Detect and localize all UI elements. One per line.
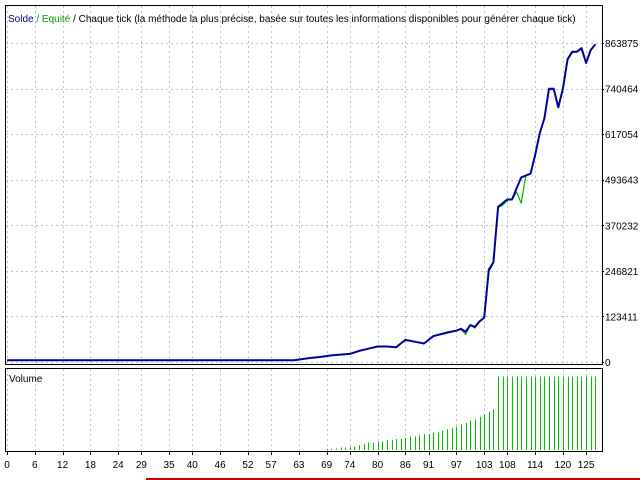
balance-series-line bbox=[7, 43, 597, 362]
legend-mode: Chaque tick (la méthode la plus précise,… bbox=[79, 14, 576, 25]
x-tick-label: 80 bbox=[372, 460, 384, 471]
x-tick-label: 24 bbox=[113, 460, 125, 471]
x-tick-label: 57 bbox=[266, 460, 278, 471]
legend-separator: / bbox=[34, 14, 42, 25]
x-tick-label: 103 bbox=[476, 460, 493, 471]
x-tick-label: 18 bbox=[85, 460, 97, 471]
x-axis-tick-labels: 0 6 12 18 24 29 35 40 46 52 57 63 69 74 80 86 91 97 103 108… bbox=[4, 452, 595, 471]
y-tick-label: 863875 bbox=[605, 39, 639, 50]
x-tick-label: 40 bbox=[187, 460, 199, 471]
series-lines bbox=[7, 43, 597, 362]
main-grid bbox=[6, 6, 602, 364]
x-tick-label: 52 bbox=[242, 460, 254, 471]
x-tick-label: 74 bbox=[344, 460, 356, 471]
x-tick-label: 0 bbox=[4, 460, 10, 471]
x-tick-label: 6 bbox=[32, 460, 38, 471]
x-tick-label: 125 bbox=[578, 460, 595, 471]
main-panel-frame bbox=[5, 5, 603, 365]
y-tick-label: 740464 bbox=[605, 85, 639, 96]
x-tick-label: 35 bbox=[164, 460, 176, 471]
x-tick-label: 63 bbox=[293, 460, 305, 471]
legend-balance: Solde bbox=[8, 14, 34, 25]
x-tick-label: 69 bbox=[321, 460, 333, 471]
y-axis-tick-labels: 0 123411 246821 370232 493643 617054 740464 863… bbox=[602, 39, 639, 369]
x-tick-label: 86 bbox=[400, 460, 412, 471]
volume-bars bbox=[327, 376, 596, 450]
y-tick-label: 0 bbox=[605, 358, 611, 369]
x-tick-label: 91 bbox=[423, 460, 435, 471]
y-tick-label: 617054 bbox=[605, 130, 639, 141]
x-tick-label: 108 bbox=[499, 460, 516, 471]
y-tick-label: 493643 bbox=[605, 176, 639, 187]
y-tick-label: 246821 bbox=[605, 267, 639, 278]
y-tick-label: 123411 bbox=[605, 312, 638, 323]
x-tick-label: 29 bbox=[136, 460, 148, 471]
x-tick-label: 97 bbox=[451, 460, 463, 471]
x-tick-label: 46 bbox=[215, 460, 227, 471]
x-tick-label: 12 bbox=[57, 460, 69, 471]
x-tick-label: 114 bbox=[527, 460, 543, 471]
chart-legend: Solde / Equité / Chaque tick (la méthode… bbox=[8, 14, 576, 25]
x-tick-label: 120 bbox=[555, 460, 572, 471]
volume-panel-label: Volume bbox=[9, 374, 43, 385]
legend-separator: / bbox=[70, 14, 78, 25]
y-tick-label: 370232 bbox=[605, 221, 639, 232]
legend-equity: Equité bbox=[42, 14, 71, 25]
